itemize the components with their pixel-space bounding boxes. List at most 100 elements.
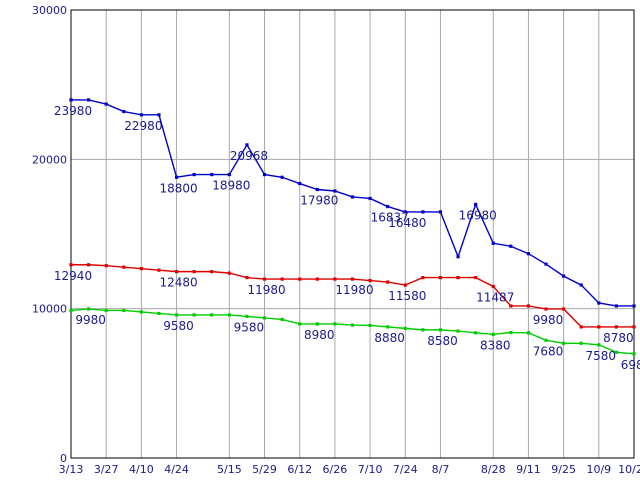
data-point-marker[interactable] [298,181,302,186]
data-point-marker[interactable] [579,341,583,345]
data-point-marker[interactable] [333,189,337,193]
data-point-marker[interactable] [350,195,355,199]
data-point-marker[interactable] [69,308,73,313]
data-point-marker[interactable] [632,325,636,329]
data-point-marker[interactable] [544,338,548,342]
data-point-marker[interactable] [139,113,143,117]
data-point-marker[interactable] [474,331,478,335]
data-point-marker[interactable] [315,277,319,281]
data-point-marker[interactable] [280,317,284,322]
data-point-marker[interactable] [526,304,531,308]
data-point-marker[interactable] [104,264,108,268]
data-point-marker[interactable] [368,196,372,201]
data-point-marker[interactable] [403,283,407,287]
data-point-marker[interactable] [491,284,495,289]
data-point-marker[interactable] [122,265,126,269]
data-point-marker[interactable] [632,304,636,308]
data-point-marker[interactable] [104,308,108,313]
data-point-marker[interactable] [456,329,460,333]
data-point-marker[interactable] [139,310,143,314]
data-point-marker[interactable] [262,316,267,320]
data-point-marker[interactable] [562,341,566,345]
data-point-marker[interactable] [368,323,372,327]
data-point-marker[interactable] [474,202,478,207]
data-point-marker[interactable] [122,109,126,114]
data-point-marker[interactable] [174,270,179,274]
data-point-marker[interactable] [632,352,636,356]
data-point-marker[interactable] [350,277,355,281]
data-point-marker[interactable] [474,276,478,280]
data-point-marker[interactable] [526,331,531,335]
data-point-marker[interactable] [86,307,91,311]
data-point-marker[interactable] [298,277,302,281]
data-point-marker[interactable] [86,263,91,267]
data-point-marker[interactable] [526,252,531,256]
data-point-marker[interactable] [438,276,443,280]
data-point-marker[interactable] [597,343,601,347]
data-point-marker[interactable] [544,307,548,311]
data-point-marker[interactable] [245,143,249,147]
data-point-marker[interactable] [386,325,390,329]
data-point-marker[interactable] [386,204,390,209]
data-point-marker[interactable] [491,332,495,336]
data-point-marker[interactable] [438,210,443,214]
data-point-marker[interactable] [509,330,513,335]
data-point-marker[interactable] [157,113,161,117]
data-point-marker[interactable] [227,172,231,177]
data-point-marker[interactable] [174,175,179,179]
data-point-marker[interactable] [509,304,513,308]
data-point-marker[interactable] [280,277,284,281]
data-point-marker[interactable] [421,328,425,332]
data-point-marker[interactable] [139,267,143,271]
data-point-marker[interactable] [210,313,214,317]
data-point-marker[interactable] [245,314,249,319]
data-point-marker[interactable] [350,323,355,327]
data-point-marker[interactable] [597,325,601,329]
data-point-marker[interactable] [562,307,566,311]
data-point-marker[interactable] [456,255,460,259]
data-point-marker[interactable] [298,322,302,326]
data-point-marker[interactable] [438,328,443,332]
data-point-marker[interactable] [421,210,425,214]
data-point-marker[interactable] [421,276,425,280]
data-point-marker[interactable] [245,276,249,280]
data-point-marker[interactable] [192,172,196,177]
data-point-marker[interactable] [315,187,319,192]
data-point-marker[interactable] [86,98,91,102]
data-point-marker[interactable] [333,322,337,326]
data-point-marker[interactable] [69,98,73,102]
data-point-marker[interactable] [614,325,619,329]
data-point-marker[interactable] [227,271,231,275]
data-point-marker[interactable] [386,280,390,284]
data-point-marker[interactable] [69,263,73,267]
data-point-marker[interactable] [280,175,284,179]
data-point-marker[interactable] [562,274,566,278]
data-point-marker[interactable] [333,277,337,281]
data-point-marker[interactable] [157,311,161,316]
data-point-marker[interactable] [614,350,619,354]
data-point-marker[interactable] [544,262,548,266]
data-point-marker[interactable] [579,283,583,287]
data-point-marker[interactable] [315,322,319,326]
data-point-marker[interactable] [104,102,108,106]
data-point-marker[interactable] [509,244,513,248]
data-point-marker[interactable] [614,304,619,308]
data-point-marker[interactable] [491,241,495,245]
data-point-marker[interactable] [210,270,214,274]
data-point-marker[interactable] [262,172,267,177]
data-point-marker[interactable] [192,270,196,274]
data-point-marker[interactable] [192,313,196,317]
data-point-marker[interactable] [403,326,407,330]
data-point-marker[interactable] [597,301,601,305]
data-point-marker[interactable] [227,313,231,317]
data-point-marker[interactable] [403,210,407,214]
data-point-marker[interactable] [579,325,583,329]
data-point-marker[interactable] [456,276,460,280]
data-point-marker[interactable] [157,268,161,272]
data-point-marker[interactable] [262,277,267,281]
data-point-marker[interactable] [210,172,214,177]
data-point-marker[interactable] [368,278,372,283]
data-point-marker[interactable] [174,313,179,317]
x-axis-tick-label: 4/24 [164,463,189,476]
data-point-marker[interactable] [122,308,126,313]
